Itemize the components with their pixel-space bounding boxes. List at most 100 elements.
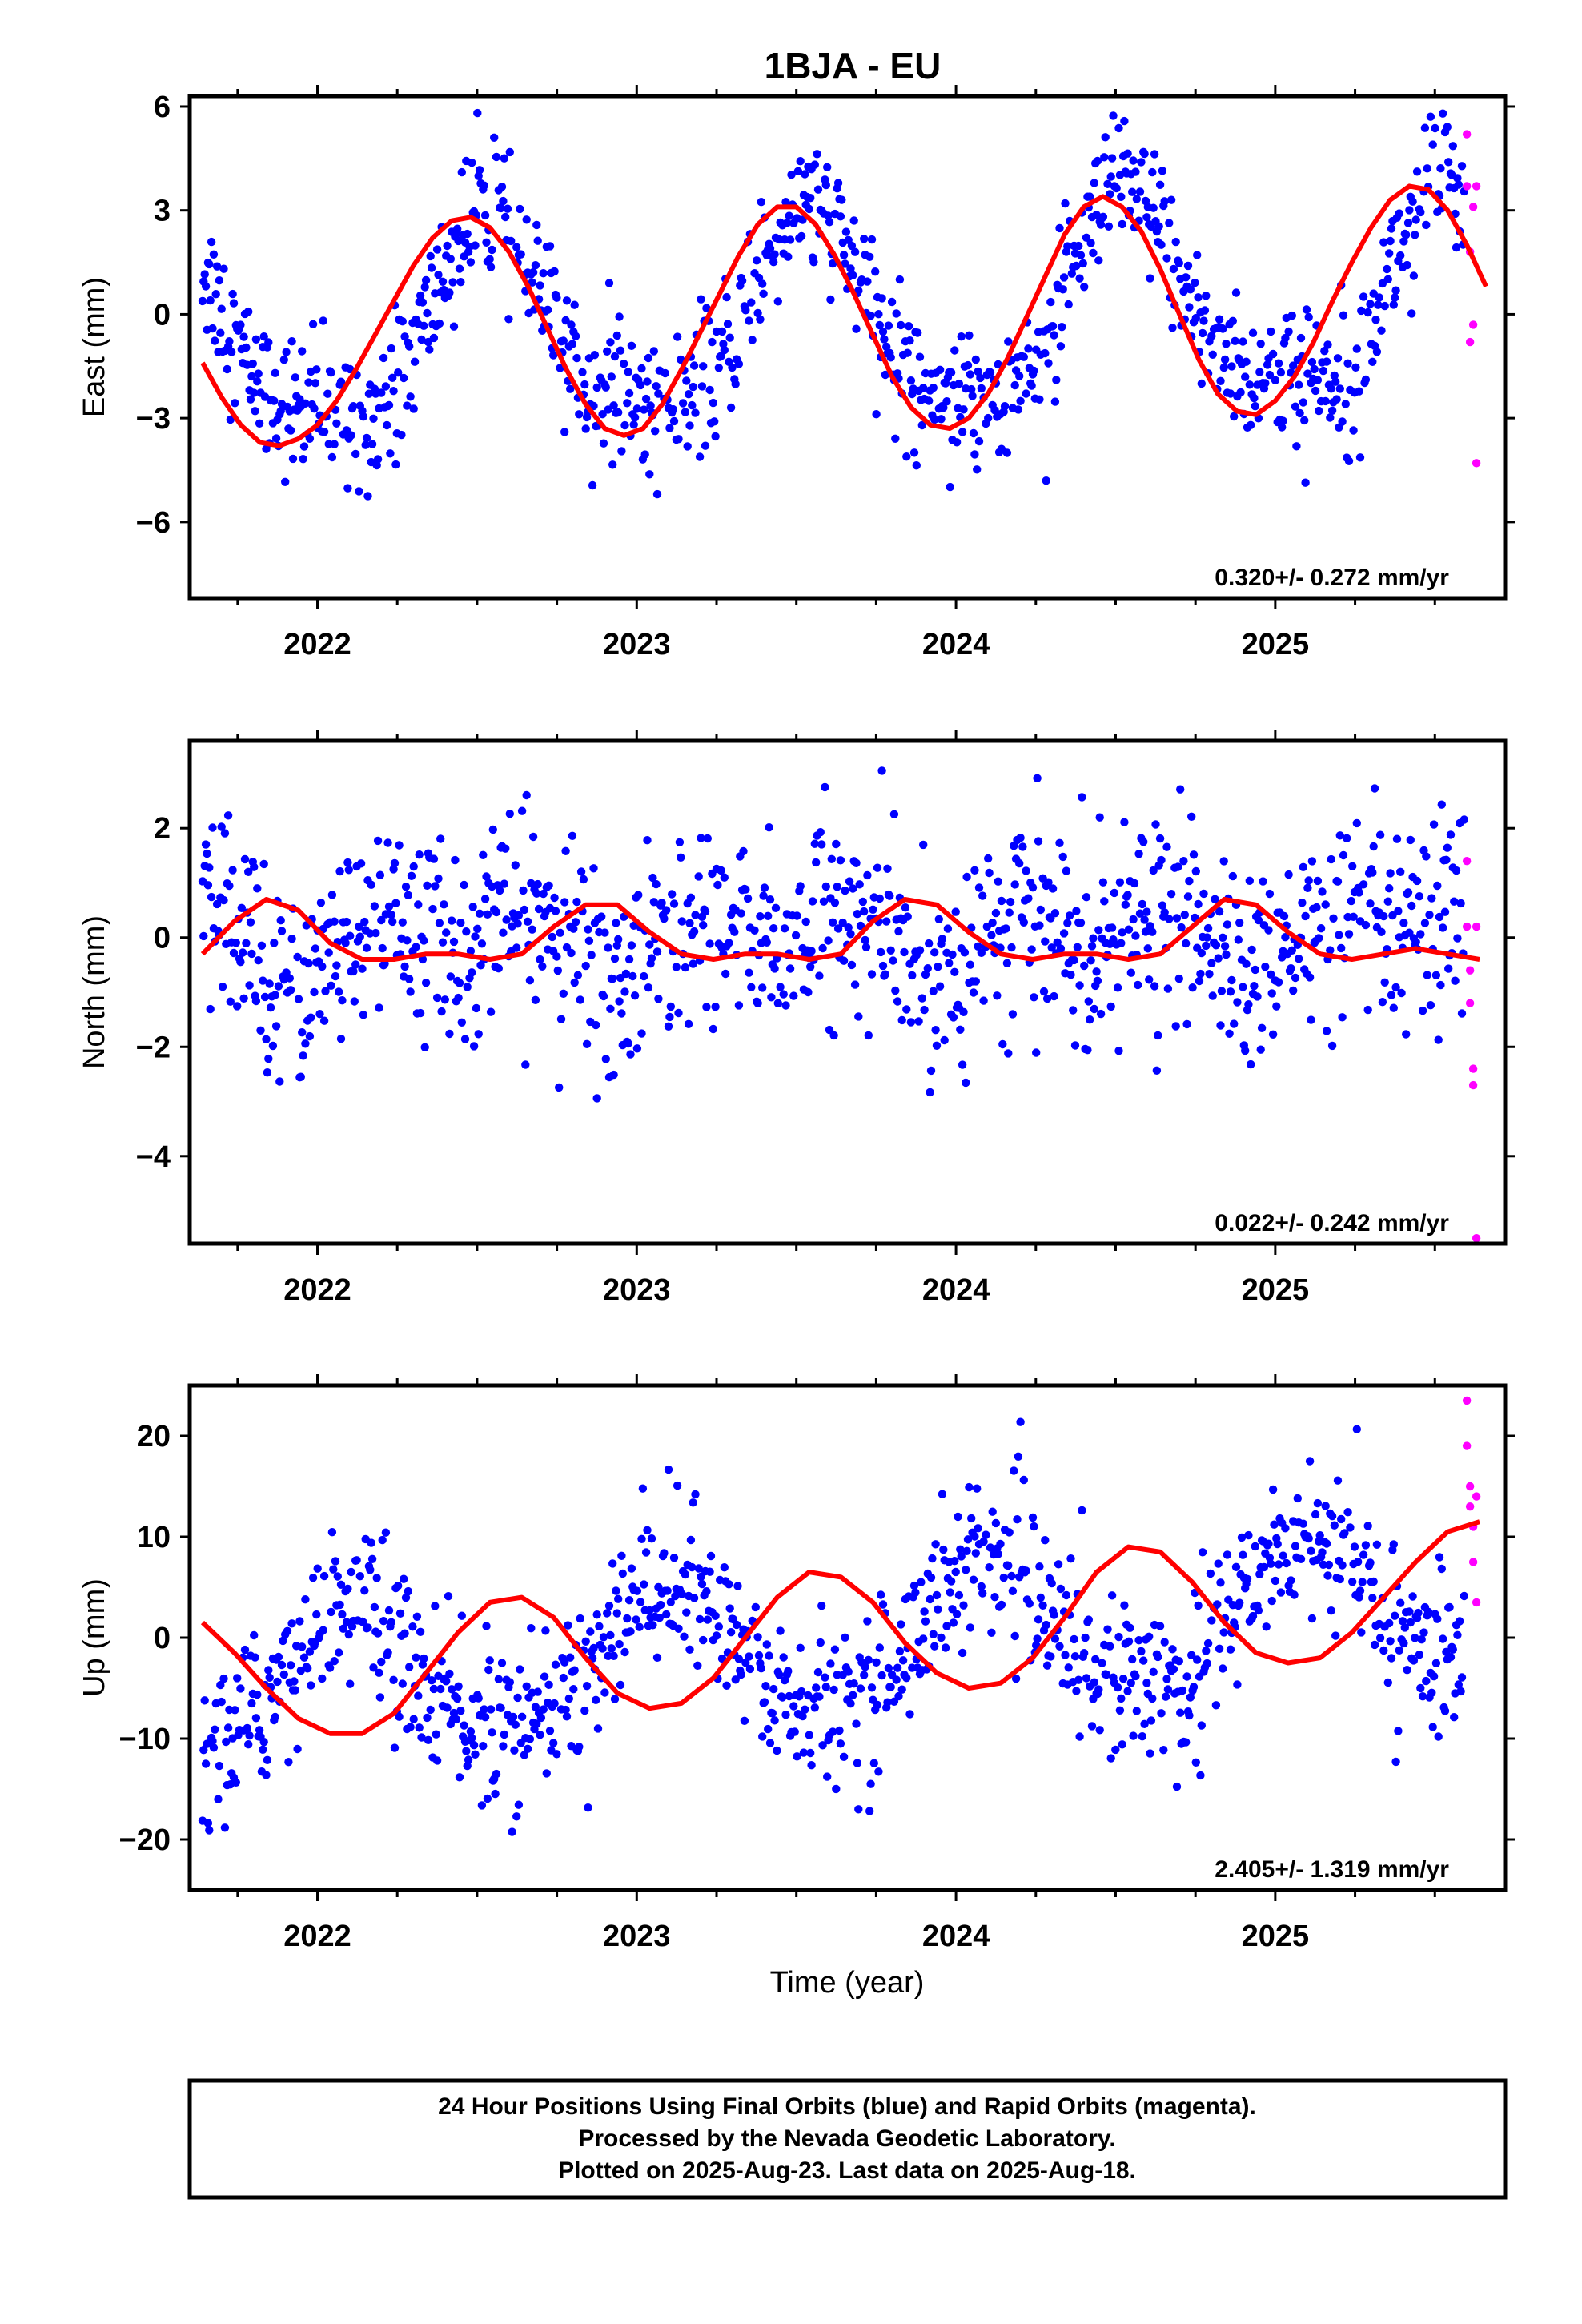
final-point [614,935,623,944]
final-point [674,1008,683,1018]
final-point [1146,274,1154,283]
final-point [1191,1758,1201,1767]
final-point [998,1039,1007,1049]
final-point [462,1747,471,1755]
final-point [1015,858,1024,868]
final-point [1227,362,1236,371]
final-point [962,1566,970,1574]
final-point [287,935,296,943]
final-point [1016,834,1025,842]
final-point [675,838,685,847]
final-point [1386,869,1395,878]
final-point [1150,982,1159,991]
final-point [1250,393,1259,403]
final-point [691,408,700,417]
final-point [256,1026,265,1035]
final-point [512,243,521,251]
final-point [1094,926,1103,935]
final-point [503,204,512,213]
final-point [1061,199,1070,208]
final-point [858,897,868,907]
final-point [1046,1652,1055,1661]
final-point [652,1653,662,1662]
final-point [1211,941,1221,950]
final-point [568,340,577,348]
final-point [771,903,781,913]
final-point [705,939,714,948]
final-point [443,241,452,251]
final-point [1002,448,1012,457]
final-point [861,1663,869,1671]
final-point [488,245,496,255]
final-point [473,108,482,118]
final-point [448,1685,456,1694]
final-point [1166,195,1176,204]
final-point [474,1030,483,1039]
final-point [559,336,568,345]
final-point [1412,167,1422,176]
final-point [469,1042,479,1051]
final-point [1265,370,1275,380]
final-point [693,1661,702,1670]
final-point [400,373,408,383]
final-point [1228,316,1238,325]
final-point [504,315,513,324]
final-point [448,916,456,925]
final-point [1114,1047,1123,1055]
final-point [882,917,891,926]
final-point [279,1670,288,1679]
final-point [758,279,767,288]
final-point [925,939,934,948]
final-point [250,388,259,397]
final-point [672,963,681,971]
final-point [522,790,531,800]
final-point [346,931,355,940]
final-point [279,1636,287,1646]
final-point [1178,1686,1187,1695]
final-point [974,1524,982,1533]
final-point [917,420,927,430]
final-point [469,1741,479,1750]
final-point [1271,376,1280,384]
final-point [1370,784,1379,793]
final-point [1131,1671,1140,1681]
x-tick-label: 2023 [603,628,671,661]
final-point [567,948,576,958]
final-point [821,882,831,891]
final-point [1352,344,1362,353]
final-point [404,891,412,900]
final-point [665,424,674,432]
final-point [920,1005,929,1015]
final-point [1211,1701,1221,1710]
final-point [1014,405,1023,414]
final-point [860,907,869,916]
final-point [1168,1645,1177,1654]
final-point [1255,1570,1264,1579]
final-point [444,1592,453,1601]
final-point [634,891,643,899]
final-point [1134,980,1142,990]
final-point [1198,1548,1207,1557]
final-point [598,410,607,419]
final-point [942,1622,951,1630]
final-point [805,1731,813,1739]
final-point [1091,1655,1100,1664]
final-point [1160,1638,1169,1647]
final-point [1322,1539,1331,1548]
final-point [556,1015,566,1023]
final-point [606,338,615,347]
final-point [954,1590,964,1600]
final-point [632,1044,642,1053]
final-point [1453,174,1462,183]
final-point [1002,924,1010,933]
final-point [398,317,407,326]
final-point [443,1703,452,1712]
final-point [1405,206,1414,215]
final-point [331,1557,340,1566]
final-point [950,967,959,977]
final-point [1329,914,1338,923]
final-point [237,903,246,913]
final-point [291,373,299,382]
final-point [319,316,327,325]
final-point [1176,785,1185,794]
